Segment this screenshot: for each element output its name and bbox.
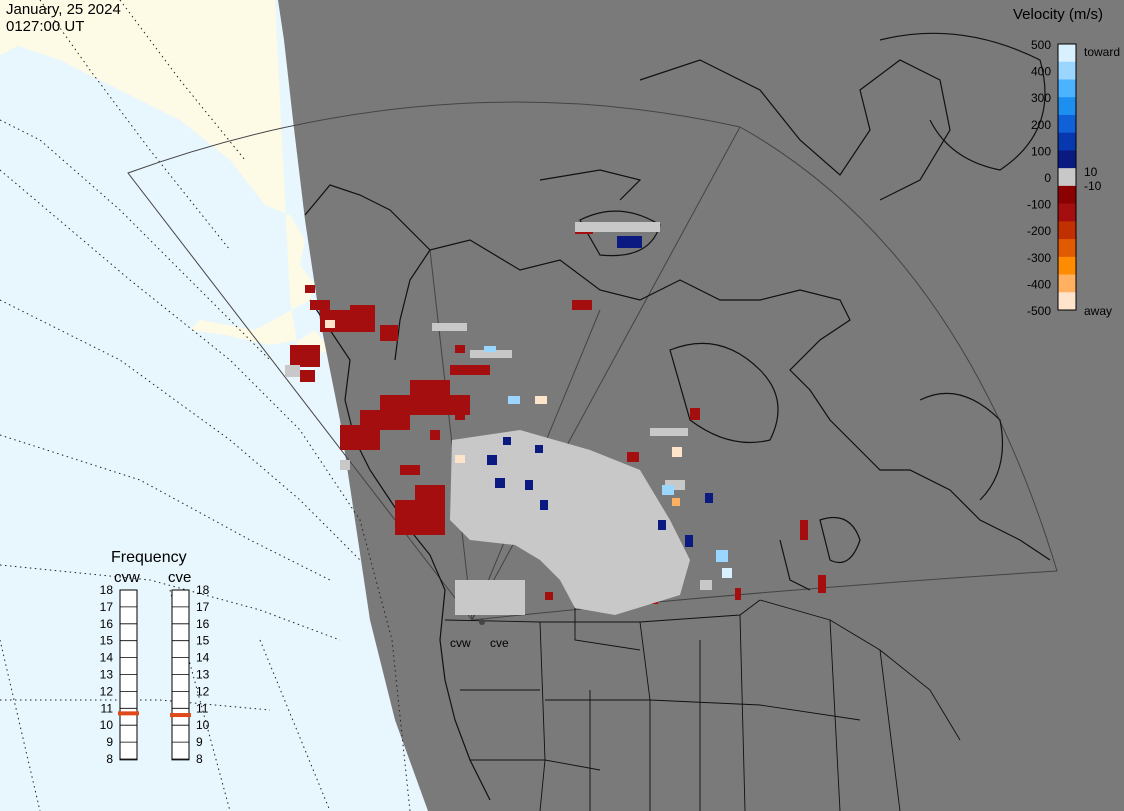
- frequency-label-cvw: cvw: [114, 569, 140, 586]
- colorbar-segment: [1058, 61, 1076, 80]
- time-label: 0127:00 UT: [6, 18, 85, 35]
- frequency-marker-cve: [170, 713, 191, 718]
- colorbar-tick-label: 100: [1031, 144, 1051, 158]
- velocity-cells-low: [285, 222, 712, 615]
- colorbar-segment: [1058, 239, 1076, 258]
- frequency-tick-label: 9: [196, 735, 203, 749]
- frequency-tick-label: 15: [100, 634, 114, 648]
- frequency-tick-label: 15: [196, 634, 210, 648]
- velocity-colorbar: [1057, 43, 1077, 311]
- state-province-borders: [444, 599, 961, 811]
- date-time-stamp: January, 25 2024 0127:00 UT: [6, 1, 121, 35]
- frequency-tick-label: 18: [196, 583, 210, 597]
- frequency-tick-label: 13: [100, 668, 114, 682]
- frequency-tick-label: 17: [100, 600, 114, 614]
- frequency-tick-label: 17: [196, 600, 210, 614]
- colorbar-segment: [1058, 185, 1076, 205]
- colorbar-tick-label: 400: [1031, 65, 1051, 79]
- colorbar-segment: [1058, 132, 1076, 151]
- frequency-scale-cvw: [119, 589, 138, 761]
- frequency-tick-label: 18: [100, 583, 114, 597]
- frequency-tick-label: 16: [196, 617, 210, 631]
- colorbar-toward-label: toward: [1084, 45, 1120, 59]
- frequency-tick-label: 11: [101, 701, 114, 715]
- colorbar-segment: [1058, 150, 1076, 169]
- colorbar-near-zero-label: 10: [1084, 165, 1098, 179]
- colorbar-tick-label: 300: [1031, 91, 1051, 105]
- colorbar-tick-label: 0: [1044, 171, 1051, 185]
- colorbar-segment: [1058, 256, 1076, 276]
- frequency-tick-label: 9: [106, 735, 113, 749]
- frequency-tick-label: 12: [100, 684, 114, 698]
- graticule: [0, 0, 411, 811]
- radar-site-label-cvw: cvw: [450, 636, 471, 650]
- frequency-tick-label: 8: [106, 752, 113, 766]
- radar-site-marker: [479, 619, 485, 625]
- colorbar-segment: [1058, 292, 1076, 311]
- colorbar-segment: [1058, 221, 1076, 240]
- colorbar-tick-label: -500: [1027, 304, 1051, 318]
- velocity-cells-fast: [325, 320, 732, 578]
- radar-site-label-cve: cve: [490, 636, 509, 650]
- colorbar-tick-label: 200: [1031, 118, 1051, 132]
- frequency-tick-label: 16: [100, 617, 114, 631]
- colorbar-frame: [1057, 43, 1077, 311]
- frequency-tick-label: 14: [100, 651, 114, 665]
- colorbar-tick-label: 500: [1031, 38, 1051, 52]
- frequency-tick-label: 10: [196, 718, 210, 732]
- colorbar-tick-label: -100: [1027, 198, 1051, 212]
- frequency-scale-cve: [171, 589, 190, 761]
- frequency-tick-label: 11: [196, 701, 209, 715]
- frequency-tick-label: 13: [196, 668, 210, 682]
- frequency-scales: 18 17 16 15 14 13 12 11 10 9 8 18 17 16 15 14 13 12 11 10 9 8: [100, 583, 210, 766]
- colorbar-segment: [1058, 274, 1076, 293]
- frequency-tick-label: 10: [100, 718, 114, 732]
- colorbar-away-label: away: [1084, 304, 1112, 318]
- frequency-title: Frequency: [111, 549, 187, 566]
- velocity-colorbar-labels: 500 400 300 200 100 0 -100 -200 -300 -400 -500 10-1…: [1027, 38, 1120, 318]
- colorbar-segment: [1058, 203, 1076, 222]
- colorbar-segment: [1058, 44, 1076, 63]
- colorbar-segment: [1058, 114, 1076, 134]
- colorbar-segment: [1058, 168, 1076, 187]
- frequency-marker-cvw: [118, 711, 139, 716]
- colorbar-segment: [1058, 97, 1076, 116]
- colorbar-tick-label: -400: [1027, 277, 1051, 291]
- colorbar-tick-label: -200: [1027, 224, 1051, 238]
- colorbar-near-zero-label: -10: [1084, 179, 1102, 193]
- frequency-tick-label: 8: [196, 752, 203, 766]
- sunlit-land-north: [0, 0, 160, 60]
- frequency-tick-label: 12: [196, 684, 210, 698]
- colorbar-segment: [1058, 79, 1076, 98]
- velocity-cells-toward: [487, 236, 713, 547]
- date-label: January, 25 2024: [6, 1, 121, 18]
- velocity-cells-away: [290, 226, 826, 607]
- sunlit-land: [0, 0, 330, 360]
- velocity-legend-title: Velocity (m/s): [1013, 6, 1104, 23]
- frequency-label-cve: cve: [168, 569, 192, 586]
- frequency-tick-label: 14: [196, 651, 210, 665]
- colorbar-tick-label: -300: [1027, 251, 1051, 265]
